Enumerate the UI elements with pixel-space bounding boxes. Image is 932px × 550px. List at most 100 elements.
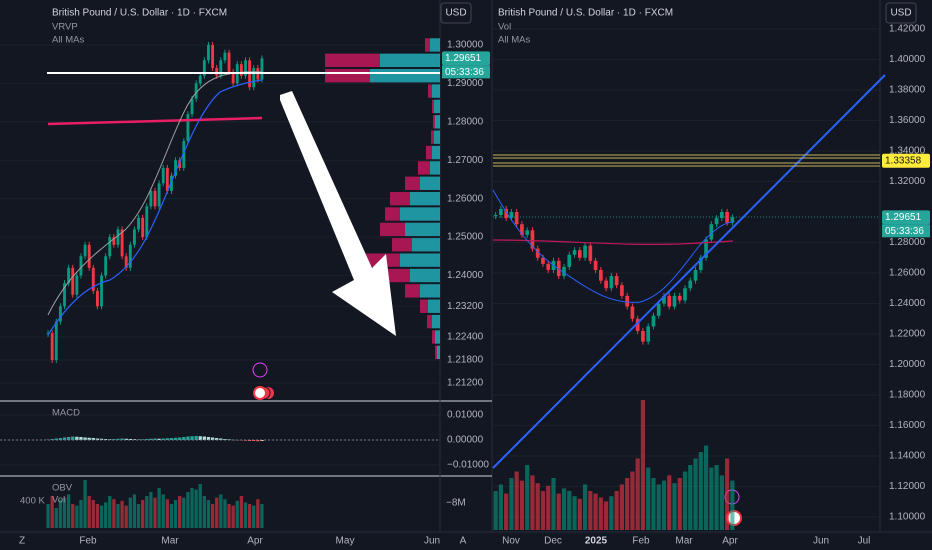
volume-bar (108, 496, 112, 528)
volume-bar (231, 505, 235, 528)
volume-bar (169, 504, 174, 528)
candle (231, 71, 235, 84)
price-tick-label: 1.27000 (447, 155, 484, 166)
candle (202, 60, 206, 76)
volume-bar (215, 497, 219, 528)
macd-bar (128, 439, 132, 440)
candle (112, 237, 116, 245)
candle (693, 269, 698, 281)
volume-bar (46, 504, 50, 528)
candle (227, 52, 231, 72)
profile-up (380, 53, 440, 68)
candle (730, 217, 735, 223)
trendline (492, 74, 886, 469)
volume-bar (530, 475, 535, 530)
price-tick-label: 1.24000 (889, 298, 926, 309)
price-tick-label: 1.12000 (889, 481, 926, 492)
macd-bar (145, 439, 149, 440)
candle (641, 330, 645, 342)
volume-bar (256, 499, 260, 528)
profile-up (410, 191, 440, 206)
price-tick-label: 1.10000 (889, 512, 926, 523)
candle (577, 250, 582, 258)
volume-bar (693, 458, 698, 530)
pane-label: MACD (52, 408, 80, 419)
volume-bar (609, 496, 614, 530)
obv-axis-label: −8M (446, 498, 466, 509)
indicator-label: VRVP (52, 22, 78, 33)
candle (541, 257, 545, 264)
candle (588, 245, 593, 261)
time-label: Feb (79, 536, 97, 547)
candle (165, 167, 169, 191)
candle (71, 267, 75, 295)
volume-bar (640, 400, 646, 530)
price-tick-label: 1.21200 (447, 378, 484, 389)
volume-bar (141, 500, 145, 528)
ma-200 (492, 239, 734, 246)
candle (635, 318, 640, 331)
profile-up (400, 207, 440, 221)
candle (194, 83, 198, 99)
candle (182, 141, 186, 168)
candle (58, 306, 62, 322)
volume-bar (656, 484, 661, 530)
price-label-box (882, 153, 930, 168)
candle (546, 263, 551, 270)
countdown-box (882, 224, 930, 238)
currency-button[interactable] (440, 2, 472, 24)
volume-bar (136, 504, 141, 528)
macd-bar (91, 438, 95, 440)
currency-label[interactable]: USD (890, 8, 911, 19)
candle (683, 288, 687, 301)
candle (207, 44, 210, 61)
candle (672, 295, 677, 307)
currency-label[interactable]: USD (445, 8, 466, 19)
profile-up (430, 38, 440, 52)
volume-bar (556, 493, 561, 530)
macd-bar (198, 436, 202, 440)
volume-bar (75, 505, 79, 528)
volume-bar (210, 504, 215, 528)
candle (562, 266, 566, 277)
time-label: May (336, 536, 355, 547)
price-tick-label: 1.22400 (447, 332, 484, 343)
candle (174, 160, 178, 176)
volume-bar (593, 493, 598, 530)
volume-bar (672, 483, 677, 530)
candle (211, 44, 215, 69)
volume-bar (186, 492, 190, 528)
arrow-drawing (280, 91, 396, 336)
candle (525, 230, 530, 235)
candle (50, 333, 54, 361)
volume-bar (178, 496, 182, 528)
profile-up (432, 145, 440, 160)
time-label: Z (19, 536, 25, 547)
profile-down (420, 299, 428, 313)
ma-20 (47, 71, 263, 316)
price-label-box (442, 51, 490, 66)
candle (651, 315, 656, 327)
candle (161, 167, 165, 184)
volume-bar (625, 478, 630, 530)
volume-bar (703, 445, 709, 530)
volume-bar (124, 505, 128, 528)
volume-scale-label: 400 K (20, 496, 45, 507)
volume-bar (165, 499, 169, 528)
volume-bar (567, 491, 572, 530)
macd-bar (66, 437, 71, 440)
price-tick-label: 1.16000 (889, 420, 926, 431)
countdown-box (442, 65, 490, 79)
currency-button[interactable] (885, 2, 917, 24)
volume-bar (677, 478, 682, 530)
volume-bar (588, 491, 593, 530)
macd-bar (83, 437, 87, 440)
candle (190, 98, 194, 115)
price-tick-label: 1.26000 (889, 268, 926, 279)
candle (46, 333, 50, 335)
volume-bar (604, 501, 609, 530)
profile-up (435, 115, 440, 129)
countdown: 05:33:36 (445, 67, 484, 78)
volume-bar (83, 480, 87, 528)
